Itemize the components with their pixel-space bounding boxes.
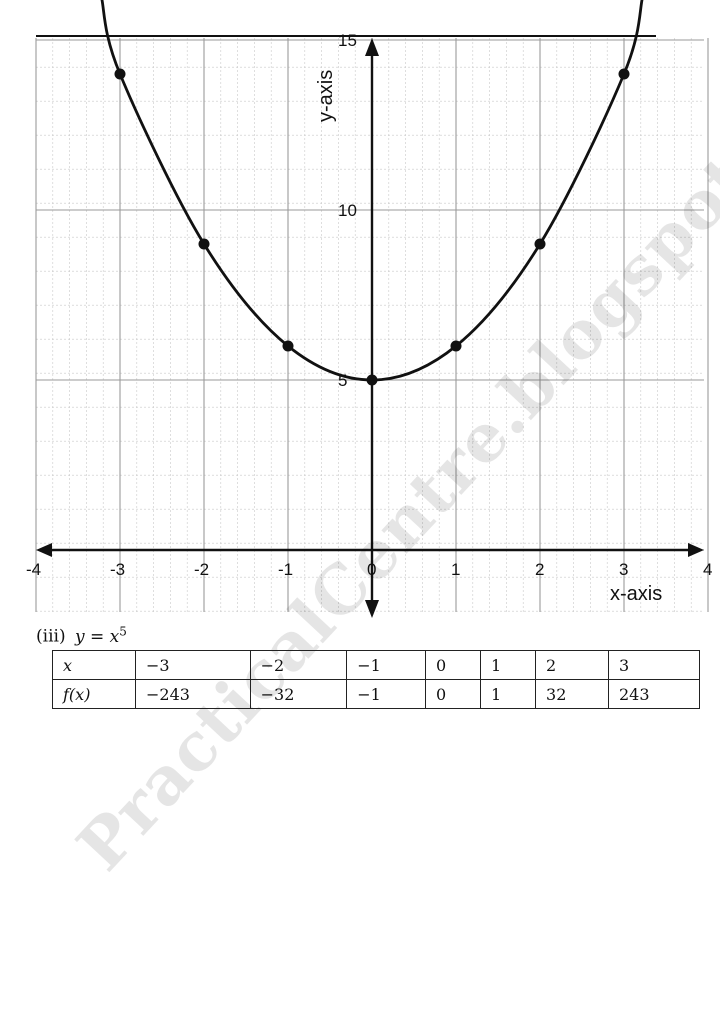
- equation-exponent: 5: [119, 624, 127, 638]
- x-tick-label: -1: [278, 560, 293, 579]
- data-point: [534, 238, 546, 250]
- table-row: x −3 −2 −1 0 1 2 3: [52, 650, 700, 680]
- table-cell: 1: [479, 650, 537, 680]
- problem-label: (iii): [36, 626, 66, 647]
- data-point: [618, 68, 630, 80]
- data-point: [114, 68, 126, 80]
- y-tick-label: 15: [338, 31, 357, 50]
- x-tick-label: -4: [26, 560, 41, 579]
- table-cell: −32: [249, 679, 348, 709]
- x-tick-label: 3: [619, 560, 628, 579]
- problem-heading: (iii) y = x5: [36, 624, 127, 647]
- x-axis-right-arrow: [688, 543, 704, 557]
- points-layer: [114, 68, 630, 386]
- data-point: [282, 340, 294, 352]
- x-tick-label: -3: [110, 560, 125, 579]
- table-cell: 32: [535, 679, 609, 709]
- problem-equation: y = x5: [74, 624, 127, 647]
- data-point: [450, 340, 462, 352]
- table-cell: −1: [346, 650, 426, 680]
- x-tick-label: 1: [451, 560, 460, 579]
- table-cell: 1: [479, 679, 537, 709]
- data-point: [366, 374, 378, 386]
- table-cell: −1: [346, 679, 426, 709]
- table-cell: −2: [249, 650, 348, 680]
- x-axis-label: x-axis: [610, 583, 662, 605]
- x-tick-label: 2: [535, 560, 544, 579]
- equation-base: y = x: [74, 626, 120, 647]
- y-axis-up-arrow: [365, 38, 379, 56]
- x-tick-label: 4: [703, 560, 712, 579]
- data-point: [198, 238, 210, 250]
- y-tick-label: 5: [338, 371, 347, 390]
- table-cell: −3: [135, 650, 251, 680]
- table-cell: 2: [535, 650, 609, 680]
- row-header: f(x): [52, 679, 136, 709]
- minor-grid: [35, 38, 704, 612]
- x-tick-label: -2: [194, 560, 209, 579]
- table-cell: 243: [608, 679, 700, 709]
- y-axis-label: y-axis: [315, 70, 337, 122]
- y-tick-label: 10: [338, 201, 357, 220]
- axes: [36, 35, 704, 618]
- values-table: x −3 −2 −1 0 1 2 3 f(x) −243 −32 −1 0 1 32 243: [52, 650, 700, 709]
- x-axis-left-arrow: [36, 543, 52, 557]
- row-header: x: [52, 650, 136, 680]
- table-cell: −243: [135, 679, 251, 709]
- table-cell: 3: [608, 650, 700, 680]
- table-row: f(x) −243 −32 −1 0 1 32 243: [52, 679, 700, 709]
- table-cell: 0: [424, 679, 481, 709]
- parabola-chart: -4 -3 -2 -1 0 1 2 3 4 5 10 15 x-axis y-axis: [26, 0, 712, 618]
- tick-labels: -4 -3 -2 -1 0 1 2 3 4 5 10 15: [26, 31, 712, 579]
- x-tick-label: 0: [367, 560, 376, 579]
- y-axis-down-arrow: [365, 600, 379, 618]
- table-cell: 0: [424, 650, 481, 680]
